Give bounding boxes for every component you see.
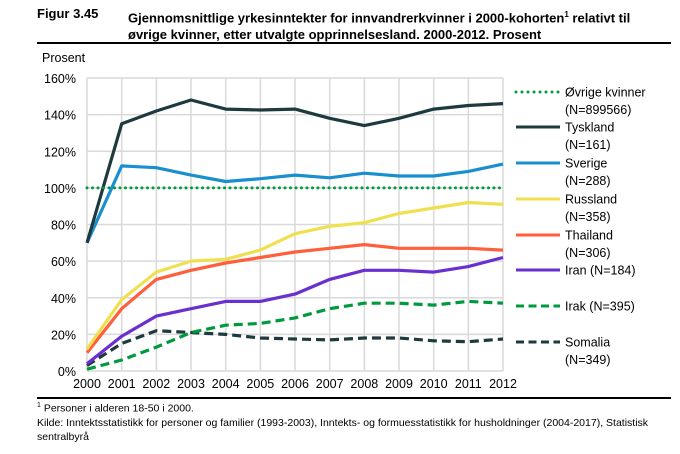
y-tick-label: 80% (51, 219, 76, 233)
x-tick-label: 2004 (212, 377, 240, 391)
y-tick-label: 120% (44, 145, 76, 159)
figure-title-text-cont: relativt til øvrige kvinner, etter utval… (128, 10, 631, 43)
series-line-thailand (85, 243, 504, 354)
legend-label: Øvrige kvinner (565, 86, 646, 100)
y-tick-label: 160% (44, 72, 76, 86)
legend-count: (N=288) (565, 174, 611, 188)
legend-count: (N=161) (565, 138, 611, 152)
y-tick-label: 140% (44, 109, 76, 123)
legend-label: Russland (565, 193, 617, 207)
legend-label: Iran (N=184) (565, 264, 636, 278)
x-tick-label: 2010 (420, 377, 448, 391)
y-axis-label: Prosent (42, 51, 86, 65)
x-tick-label: 2002 (142, 377, 170, 391)
legend-item: Russland (N=358) (516, 193, 617, 224)
legend-item: Øvrige kvinner (N=899566) (514, 86, 646, 117)
series-line-tyskland (85, 98, 504, 244)
y-tick-label: 0% (58, 365, 76, 379)
series-lines (85, 98, 505, 371)
x-tick-label: 2012 (489, 377, 517, 391)
figure-title: Gjennomsnittlige yrkesinntekter for innv… (128, 6, 668, 43)
x-tick-label: 2011 (455, 377, 482, 391)
legend-item: Irak (N=395) (516, 300, 635, 314)
x-tick-label: 2005 (246, 377, 274, 391)
legend-label: Tyskland (565, 121, 614, 135)
series-line-sverige (85, 162, 504, 244)
y-tick-label: 60% (51, 255, 76, 269)
legend-item: Thailand (N=306) (516, 229, 613, 260)
y-tick-label: 40% (51, 292, 76, 306)
legend-item: Somalia (N=349) (516, 336, 611, 367)
legend-count: (N=358) (565, 210, 611, 224)
legend-item: Iran (N=184) (516, 264, 636, 278)
legend-label: Somalia (565, 336, 610, 350)
y-tick-label: 20% (51, 328, 76, 342)
legend: Øvrige kvinner (N=899566) Tyskland (N=161) S… (514, 86, 646, 367)
y-tick-label: 100% (44, 182, 76, 196)
x-tick-label: 2003 (177, 377, 205, 391)
x-tick-label: 2009 (385, 377, 413, 391)
grid (86, 77, 504, 372)
footnote-text: Personer i alderen 18-50 i 2000. (40, 402, 194, 415)
legend-item: Sverige (N=288) (516, 157, 611, 188)
legend-label: Irak (N=395) (565, 300, 635, 314)
legend-item: Tyskland (N=161) (516, 121, 614, 152)
source-note: Kilde: Inntektsstatistikk for personer o… (37, 417, 649, 443)
legend-count: (N=306) (565, 246, 611, 260)
figure-number: Figur 3.45 (37, 6, 99, 21)
x-tick-label: 2006 (281, 377, 309, 391)
x-axis-ticks: 2000 2001 2002 2003 2004 2005 2006 2007 2008 2009… (73, 377, 517, 391)
footnote-marker: 1 (564, 10, 569, 19)
legend-count: (N=349) (565, 353, 611, 367)
bottom-rule (37, 397, 671, 399)
figure-title-text: Gjennomsnittlige yrkesinntekter for innv… (128, 10, 565, 26)
legend-label: Thailand (565, 229, 613, 243)
x-tick-label: 2000 (73, 377, 101, 391)
top-rule (37, 42, 671, 44)
legend-label: Sverige (565, 157, 607, 171)
series-line-irak (86, 299, 504, 371)
x-tick-label: 2007 (316, 377, 344, 391)
series-line-somalia (86, 329, 504, 367)
y-axis-ticks: 0% 20% 40% 60% 80% 100% 120% 140% 160% (44, 72, 76, 379)
x-tick-label: 2008 (350, 377, 378, 391)
series-line-russland (85, 200, 504, 350)
legend-count: (N=899566) (565, 103, 631, 117)
series-line-iran (86, 255, 504, 365)
footnote-number: 1 (37, 402, 41, 409)
x-tick-label: 2001 (108, 377, 136, 391)
footnote: 1 Personer i alderen 18-50 i 2000. (37, 402, 194, 415)
